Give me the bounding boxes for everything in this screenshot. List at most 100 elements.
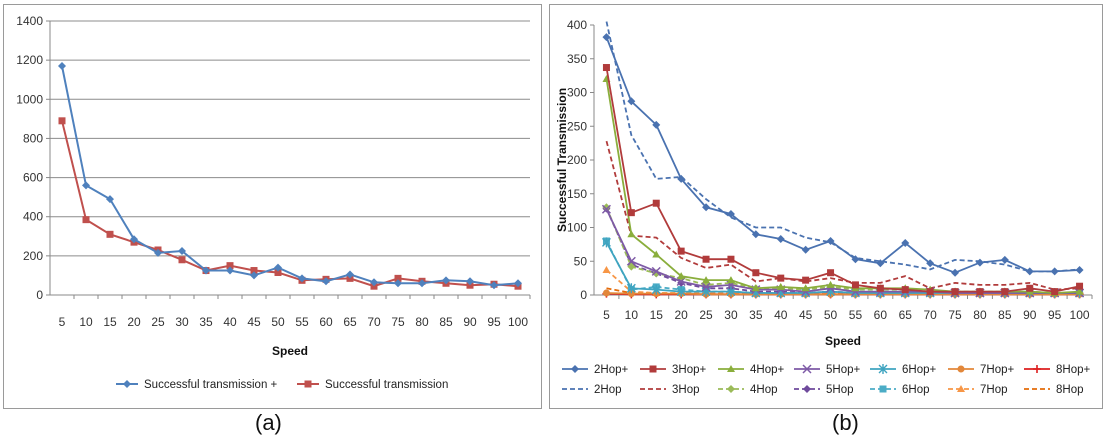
- data-point: [442, 276, 450, 285]
- data-point: [777, 274, 785, 282]
- data-point: [752, 269, 760, 277]
- x-tick-label: 40: [774, 308, 788, 322]
- x-tick-label: 10: [625, 308, 639, 322]
- legend-entry: 4Hop: [718, 384, 778, 396]
- x-tick-label: 15: [650, 308, 664, 322]
- caption-b: (b): [832, 410, 859, 435]
- data-point: [602, 289, 610, 297]
- series-2hop-: [602, 33, 1084, 277]
- x-tick-label: 60: [319, 315, 333, 329]
- data-point: [58, 62, 66, 71]
- data-point: [776, 234, 785, 243]
- chart-b-svg: 0 50 100 150 200 250 300 350 400 5 10 15 20 25 30 35 40 4…: [555, 18, 1093, 396]
- data-point: [751, 230, 760, 239]
- legend-entry: Successful transmission +: [116, 379, 278, 391]
- data-point: [827, 269, 835, 277]
- data-point: [370, 278, 378, 287]
- y-tick-label: 800: [23, 131, 43, 145]
- data-point: [602, 266, 611, 274]
- series-line: [605, 36, 1080, 274]
- data-point: [802, 276, 810, 284]
- x-tick-label: 95: [487, 315, 501, 329]
- data-point: [701, 282, 711, 292]
- data-point: [702, 255, 710, 263]
- legend-entry: 3Hop: [640, 384, 700, 396]
- data-point: [106, 195, 114, 204]
- data-point: [652, 120, 661, 129]
- series-line: [605, 67, 1080, 293]
- data-point: [652, 199, 660, 207]
- legend-entry: 4Hop+: [718, 364, 784, 376]
- x-tick-label: 20: [127, 315, 141, 329]
- data-point: [490, 281, 498, 290]
- legend-label: 2Hop+: [594, 364, 628, 376]
- legend-label: 2Hop: [594, 384, 622, 396]
- legend-label: 3Hop+: [672, 364, 706, 376]
- x-tick-label: 90: [463, 315, 477, 329]
- x-tick-label: 90: [1023, 308, 1037, 322]
- data-point: [751, 284, 760, 292]
- legend-label: 4Hop: [750, 384, 778, 396]
- series-line: [61, 65, 519, 287]
- series-line: [605, 21, 1080, 273]
- caption-a: (a): [255, 410, 282, 435]
- y-tick-label: 50: [574, 254, 588, 268]
- x-tick-label: 55: [849, 308, 863, 322]
- y-tick-label: 1400: [16, 14, 43, 28]
- data-point: [1026, 284, 1034, 292]
- data-point: [727, 255, 735, 263]
- legend-marker: [649, 365, 657, 373]
- data-point: [394, 274, 402, 282]
- x-tick-label: 75: [391, 315, 405, 329]
- x-axis-title: Speed: [272, 344, 308, 358]
- legend-marker: [304, 380, 312, 388]
- x-tick-label: 10: [79, 315, 93, 329]
- legend-entry: 5Hop+: [794, 364, 860, 376]
- data-point: [826, 280, 835, 288]
- data-point: [652, 250, 661, 258]
- legend-entry: Successful transmission: [297, 379, 448, 391]
- y-tick-label: 250: [567, 119, 587, 133]
- data-point: [627, 97, 636, 106]
- x-tick-label: 80: [973, 308, 987, 322]
- x-tick-label: 5: [59, 315, 66, 329]
- data-point: [82, 216, 90, 224]
- y-axis-title: Successful Transmission: [555, 88, 569, 232]
- y-tick-label: 0: [580, 288, 587, 302]
- x-tick-label: 65: [899, 308, 913, 322]
- legend-label: 5Hop: [826, 384, 854, 396]
- data-point: [130, 235, 138, 244]
- data-point: [322, 277, 330, 286]
- data-point: [602, 33, 611, 42]
- y-tick-label: 350: [567, 52, 587, 66]
- legend-entry: 2Hop: [562, 384, 622, 396]
- y-tick-label: 200: [23, 249, 43, 263]
- chart-a-svg: 0 200 400 600 800 1000 1200 1400 5 10 15 20 25 30 35 40…: [16, 14, 531, 391]
- data-point: [226, 262, 234, 270]
- data-point: [58, 117, 66, 125]
- legend-marker: [571, 365, 579, 373]
- data-point: [602, 64, 610, 72]
- series-2hop: [605, 21, 1080, 273]
- legend-label: 5Hop+: [826, 364, 860, 376]
- x-tick-label: 50: [271, 315, 285, 329]
- data-point: [178, 246, 186, 255]
- x-tick-label: 25: [699, 308, 713, 322]
- legend-label: 8Hop+: [1056, 364, 1090, 376]
- y-tick-label: 200: [567, 153, 587, 167]
- x-tick-label: 30: [724, 308, 738, 322]
- data-point: [627, 209, 635, 217]
- data-point: [926, 259, 935, 268]
- legend-marker: [957, 385, 965, 392]
- legend-entry: 3Hop+: [640, 364, 706, 376]
- x-tick-label: 80: [415, 315, 429, 329]
- legend-label: 3Hop: [672, 384, 700, 396]
- data-point: [1050, 267, 1059, 276]
- data-point: [677, 247, 685, 255]
- series-line: [605, 208, 1080, 294]
- data-point: [926, 288, 934, 296]
- legend-label: 7Hop: [980, 384, 1008, 396]
- data-point: [601, 204, 611, 214]
- data-point: [626, 283, 636, 294]
- data-point: [82, 181, 90, 190]
